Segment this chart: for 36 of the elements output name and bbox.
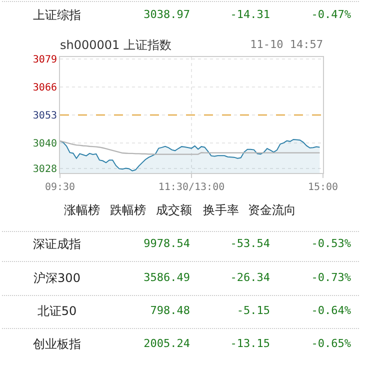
text: 798.48 bbox=[150, 304, 190, 318]
text: -26.34 bbox=[230, 271, 270, 285]
text: 换手率 bbox=[203, 203, 239, 217]
line-series bbox=[60, 140, 320, 155]
text: 成交额 bbox=[156, 203, 192, 217]
text: 北证50 bbox=[36, 304, 78, 318]
y-tick-label: 3066 bbox=[32, 82, 57, 94]
chart-title: sh000001 上证指数 bbox=[60, 38, 172, 52]
x-tick-label: 09:30 bbox=[44, 182, 76, 193]
text: 资金流向 bbox=[248, 203, 296, 217]
text: -0.65% bbox=[311, 337, 351, 351]
text: -0.53% bbox=[311, 237, 351, 251]
text: -0.47% bbox=[311, 8, 351, 22]
text: -14.31 bbox=[230, 8, 270, 22]
y-tick-label: 3040 bbox=[32, 138, 57, 150]
y-tick-label: 3079 bbox=[32, 54, 57, 66]
x-tick-label: 15:00 bbox=[308, 182, 338, 193]
text: -5.15 bbox=[236, 304, 270, 318]
text: 3586.49 bbox=[144, 271, 190, 285]
text: 3038.97 bbox=[144, 8, 190, 22]
text: 上证综指 bbox=[32, 8, 82, 22]
text: -0.64% bbox=[311, 304, 351, 318]
text: -53.54 bbox=[230, 237, 270, 251]
x-tick-label: 11:30/13:00 bbox=[158, 182, 225, 193]
text: 9978.54 bbox=[144, 237, 190, 251]
chart-subtitle: 11-10 14:57 bbox=[250, 38, 323, 52]
y-tick-label: 3028 bbox=[32, 164, 57, 176]
text: 涨幅榜 bbox=[64, 203, 100, 217]
text: 沪深300 bbox=[32, 271, 82, 285]
text: 创业板指 bbox=[32, 337, 82, 351]
text: 跌幅榜 bbox=[110, 203, 146, 217]
text: 深证成指 bbox=[32, 237, 82, 251]
text: -13.15 bbox=[230, 337, 270, 351]
text: 2005.24 bbox=[144, 337, 190, 351]
text: -0.73% bbox=[311, 271, 351, 285]
y-tick-label: 3053 bbox=[32, 110, 57, 122]
